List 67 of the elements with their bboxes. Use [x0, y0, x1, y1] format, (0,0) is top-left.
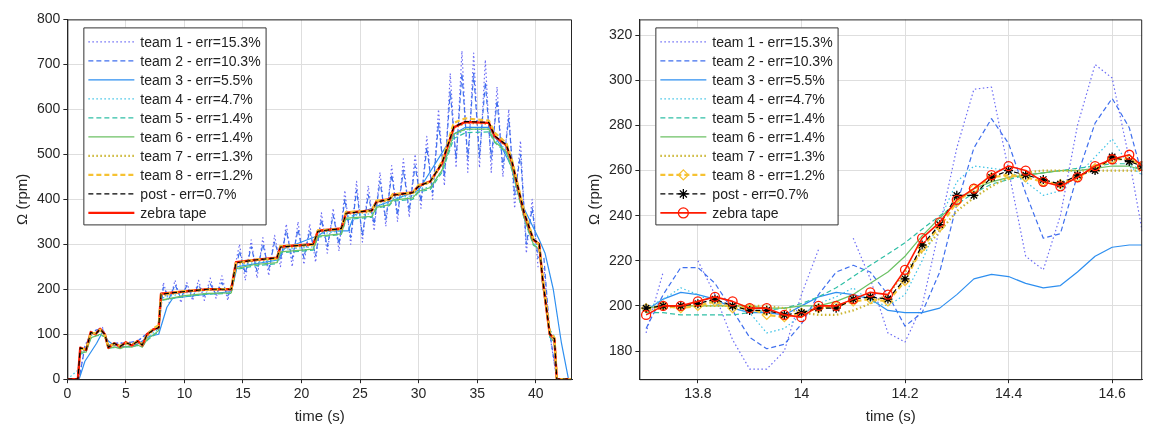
legend-label: team 5 - err=1.4% — [140, 109, 253, 126]
legend-label: team 7 - err=1.3% — [712, 147, 825, 164]
point — [727, 296, 738, 307]
legend-label: team 6 - err=1.4% — [140, 128, 253, 145]
x-tick-label: 15 — [235, 385, 251, 402]
y-tick-label: 240 — [609, 206, 633, 223]
legend-label: team 1 - err=15.3% — [712, 33, 833, 50]
point — [968, 190, 980, 201]
legend-label: team 6 - err=1.4% — [712, 128, 825, 145]
x-tick-label: 5 — [122, 385, 130, 402]
y-tick-label: 200 — [609, 296, 633, 313]
x-tick-label: 20 — [293, 385, 310, 402]
point — [1020, 165, 1031, 176]
point — [882, 289, 894, 300]
point — [1124, 149, 1135, 160]
legend-label: post - err=0.7% — [140, 185, 237, 202]
y-axis-title: Ω (rpm) — [13, 173, 31, 225]
x-axis-title: time (s) — [294, 407, 345, 425]
y-tick-label: 180 — [609, 341, 633, 358]
y-tick-label: 700 — [37, 55, 61, 72]
x-tick-label: 14.6 — [1098, 385, 1126, 402]
y-tick-label: 800 — [37, 10, 61, 27]
x-tick-label: 14.2 — [891, 385, 919, 402]
x-tick-label: 40 — [527, 385, 544, 402]
x-tick-label: 10 — [176, 385, 193, 402]
y-tick-label: 100 — [37, 325, 61, 342]
x-tick-label: 14.4 — [994, 385, 1023, 402]
x-tick-label: 25 — [352, 385, 369, 402]
y-tick-label: 280 — [609, 116, 633, 133]
point — [865, 287, 876, 298]
point — [899, 264, 911, 275]
legend-label: zebra tape — [712, 204, 779, 221]
y-tick-label: 400 — [37, 190, 61, 207]
legend-label: team 4 - err=4.7% — [712, 90, 825, 107]
y-tick-label: 600 — [37, 100, 61, 117]
y-axis-title: Ω (rpm) — [585, 173, 603, 225]
legend-label: team 7 - err=1.3% — [140, 147, 253, 164]
y-tick-label: 500 — [37, 145, 61, 162]
x-tick-label: 30 — [410, 385, 427, 402]
legend-label: team 5 - err=1.4% — [712, 109, 825, 126]
x-tick-label: 14 — [793, 385, 810, 402]
y-tick-label: 260 — [609, 161, 633, 178]
y-tick-label: 200 — [37, 280, 61, 297]
point — [640, 309, 652, 321]
x-axis-title: time (s) — [865, 407, 916, 425]
legend-label: team 8 - err=1.2% — [140, 166, 253, 183]
legend-label: team 1 - err=15.3% — [140, 33, 261, 50]
point — [796, 312, 807, 323]
y-tick-label: 0 — [52, 370, 61, 387]
point — [951, 190, 962, 201]
legend-label: team 3 - err=5.5% — [140, 71, 253, 88]
legend-label: team 2 - err=10.3% — [712, 52, 833, 69]
y-tick-label: 300 — [37, 235, 61, 252]
y-tick-label: 220 — [609, 251, 633, 268]
y-tick-label: 300 — [609, 71, 633, 88]
legend-label: team 3 - err=5.5% — [712, 71, 825, 88]
legend-label: team 4 - err=4.7% — [140, 90, 253, 107]
x-tick-label: 35 — [469, 385, 486, 402]
legend-label: post - err=0.7% — [712, 185, 809, 202]
legend-label: team 2 - err=10.3% — [140, 52, 261, 69]
x-tick-label: 13.8 — [684, 385, 712, 402]
point — [916, 233, 928, 244]
legend-label: zebra tape — [140, 204, 207, 221]
legend-label: team 8 - err=1.2% — [712, 166, 825, 183]
point — [1003, 160, 1014, 172]
y-tick-label: 320 — [609, 26, 633, 43]
x-tick-label: 0 — [63, 385, 72, 402]
